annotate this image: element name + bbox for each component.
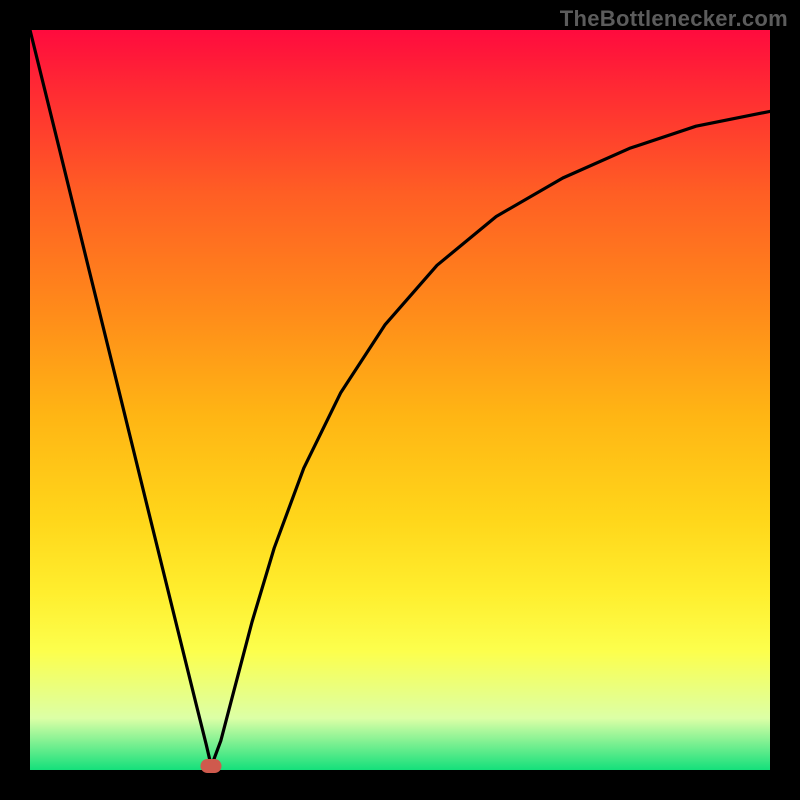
- optimal-marker: [201, 759, 222, 773]
- watermark-text: TheBottlenecker.com: [560, 6, 788, 32]
- curve-path: [30, 30, 770, 766]
- chart-frame: TheBottlenecker.com: [0, 0, 800, 800]
- plot-area: [30, 30, 770, 770]
- bottleneck-curve: [30, 30, 770, 770]
